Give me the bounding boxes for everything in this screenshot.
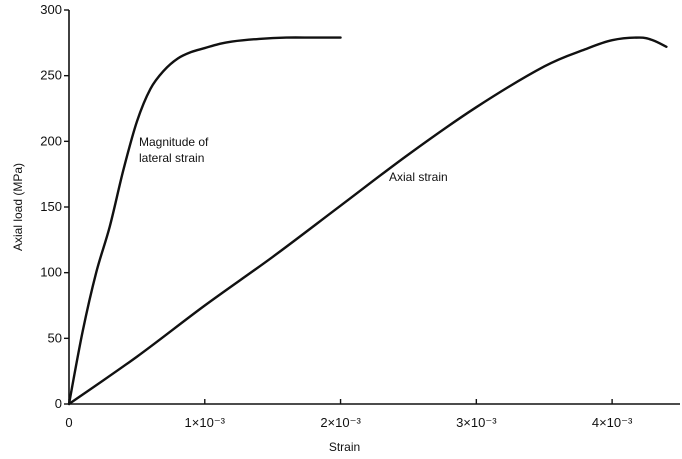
x-tick-label: 2×10⁻³ [320,415,361,430]
x-tick-label: 4×10⁻³ [592,415,633,430]
annotation-layer: Magnitude of lateral strain Axial strain [139,135,448,184]
lateral-annotation-line: lateral strain [139,151,204,165]
y-tick-label: 50 [48,330,62,345]
series-layer [67,36,668,406]
axes-layer: 0 50 100 150 200 250 300 0 1×10⁻³ 2×10⁻³ 3×10⁻³ 4×1… [11,2,680,454]
y-axis-label: Axial load (MPa) [11,163,25,251]
x-tick-label: 3×10⁻³ [456,415,497,430]
x-tick-label: 0 [65,415,72,430]
x-tick-label: 1×10⁻³ [185,415,226,430]
y-tick-label: 300 [40,2,62,17]
y-tick-label: 250 [40,68,62,83]
axial-strain-curve [67,36,668,406]
lateral-annotation-line: Magnitude of [139,135,209,149]
lateral-strain-curve [67,36,342,406]
axial-annotation-line: Axial strain [389,170,448,184]
y-tick-label: 100 [40,265,62,280]
axial-annotation: Axial strain [389,170,448,184]
x-axis-label: Strain [329,440,360,454]
y-tick-label: 150 [40,199,62,214]
lateral-annotation: Magnitude of lateral strain [139,135,209,165]
y-tick-label: 0 [55,396,62,411]
y-tick-label: 200 [40,133,62,148]
